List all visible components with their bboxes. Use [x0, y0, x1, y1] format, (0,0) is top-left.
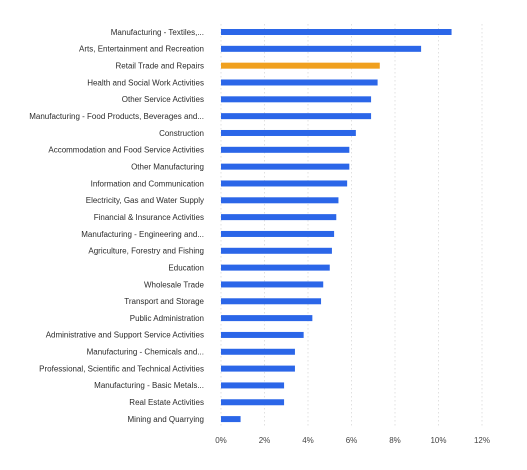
category-label: Other Service Activities: [122, 95, 204, 104]
category-label: Manufacturing - Chemicals and...: [87, 348, 204, 357]
bar: [221, 247, 332, 254]
x-axis-ticks: 0% 2% 4% 6% 8% 10% 12%: [215, 436, 490, 445]
category-label: Real Estate Activities: [129, 398, 204, 407]
category-label: Professional, Scientific and Technical A…: [39, 364, 204, 373]
x-tick-label: 12%: [474, 436, 490, 445]
x-tick-label: 0%: [215, 436, 227, 445]
category-label: Arts, Entertainment and Recreation: [79, 45, 204, 54]
bar: [221, 365, 295, 372]
bar: [221, 29, 452, 35]
category-label: Mining and Quarrying: [128, 415, 204, 424]
bar: [221, 96, 372, 103]
x-tick-label: 8%: [389, 436, 401, 445]
x-tick-label: 2%: [259, 436, 271, 445]
bar: [221, 180, 348, 187]
category-label: Manufacturing - Basic Metals...: [94, 381, 204, 390]
bar: [221, 197, 339, 204]
category-label: Retail Trade and Repairs: [116, 61, 205, 70]
bar: [221, 129, 356, 136]
grid-layer: [220, 24, 483, 428]
bar: [221, 163, 350, 170]
bar: [221, 348, 295, 355]
category-label: Construction: [159, 129, 204, 138]
bar: [221, 298, 322, 305]
bar: [221, 45, 422, 52]
bar: [221, 281, 324, 288]
x-tick-label: 6%: [346, 436, 358, 445]
bar: [221, 79, 378, 86]
bar-layer: [221, 29, 452, 423]
bar: [221, 399, 285, 406]
category-label: Electricity, Gas and Water Supply: [86, 196, 204, 205]
category-label: Agriculture, Forestry and Fishing: [88, 247, 204, 256]
bar: [221, 382, 285, 389]
bar: [221, 315, 313, 322]
category-labels: Manufacturing - Textiles,... Arts, Entert…: [29, 28, 204, 424]
category-label: Other Manufacturing: [131, 162, 204, 171]
bar: [221, 214, 337, 221]
bar: [221, 230, 335, 237]
category-label: Financial & Insurance Activities: [94, 213, 204, 222]
bar-highlighted: [221, 62, 380, 69]
category-label: Public Administration: [130, 314, 204, 323]
category-label: Wholesale Trade: [144, 280, 205, 289]
category-label: Administrative and Support Service Activ…: [46, 331, 204, 340]
x-tick-label: 10%: [430, 436, 446, 445]
category-label: Education: [168, 263, 204, 272]
category-label: Accommodation and Food Service Activitie…: [48, 146, 204, 155]
category-label: Manufacturing - Textiles,...: [111, 28, 204, 37]
bar: [221, 331, 304, 338]
x-tick-label: 4%: [302, 436, 314, 445]
bar: [221, 113, 372, 120]
category-label: Transport and Storage: [124, 297, 204, 306]
category-label: Information and Communication: [91, 179, 204, 188]
bar: [221, 146, 350, 153]
category-label: Manufacturing - Engineering and...: [81, 230, 204, 239]
category-label: Health and Social Work Activities: [87, 78, 204, 87]
category-label: Manufacturing - Food Products, Beverages…: [29, 112, 204, 121]
bar: [221, 416, 241, 423]
bar: [221, 264, 330, 271]
